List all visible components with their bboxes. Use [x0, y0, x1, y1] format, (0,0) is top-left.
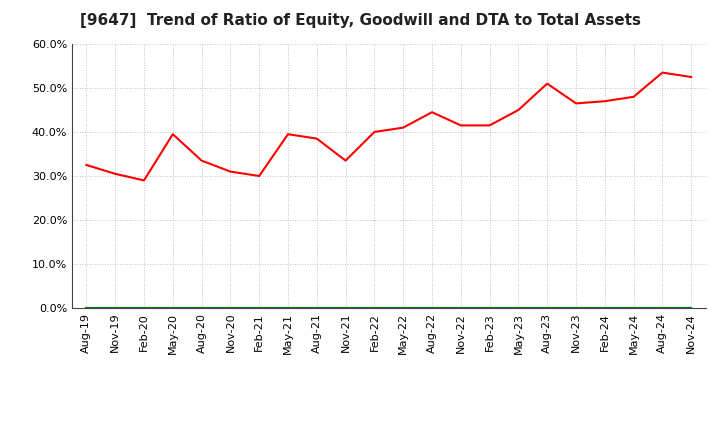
Equity — [226, 169, 235, 174]
Deferred Tax Assets — [687, 305, 696, 311]
Equity — [514, 107, 523, 113]
Equity — [485, 123, 494, 128]
Goodwill — [82, 305, 91, 311]
Equity — [255, 173, 264, 179]
Deferred Tax Assets — [370, 305, 379, 311]
Deferred Tax Assets — [341, 305, 350, 311]
Goodwill — [514, 305, 523, 311]
Deferred Tax Assets — [312, 305, 321, 311]
Goodwill — [543, 305, 552, 311]
Goodwill — [658, 305, 667, 311]
Goodwill — [312, 305, 321, 311]
Deferred Tax Assets — [658, 305, 667, 311]
Equity — [312, 136, 321, 141]
Deferred Tax Assets — [485, 305, 494, 311]
Goodwill — [168, 305, 177, 311]
Goodwill — [284, 305, 292, 311]
Equity — [600, 99, 609, 104]
Deferred Tax Assets — [284, 305, 292, 311]
Equity — [399, 125, 408, 130]
Goodwill — [456, 305, 465, 311]
Deferred Tax Assets — [543, 305, 552, 311]
Equity — [543, 81, 552, 86]
Goodwill — [197, 305, 206, 311]
Equity — [370, 129, 379, 135]
Deferred Tax Assets — [514, 305, 523, 311]
Deferred Tax Assets — [572, 305, 580, 311]
Deferred Tax Assets — [399, 305, 408, 311]
Deferred Tax Assets — [197, 305, 206, 311]
Equity — [687, 74, 696, 80]
Goodwill — [341, 305, 350, 311]
Deferred Tax Assets — [600, 305, 609, 311]
Deferred Tax Assets — [168, 305, 177, 311]
Deferred Tax Assets — [255, 305, 264, 311]
Goodwill — [399, 305, 408, 311]
Equity — [658, 70, 667, 75]
Equity — [428, 110, 436, 115]
Deferred Tax Assets — [140, 305, 148, 311]
Text: [9647]  Trend of Ratio of Equity, Goodwill and DTA to Total Assets: [9647] Trend of Ratio of Equity, Goodwil… — [79, 13, 641, 28]
Equity — [197, 158, 206, 163]
Equity — [111, 171, 120, 176]
Goodwill — [687, 305, 696, 311]
Deferred Tax Assets — [629, 305, 638, 311]
Equity — [629, 94, 638, 99]
Goodwill — [140, 305, 148, 311]
Equity — [341, 158, 350, 163]
Deferred Tax Assets — [428, 305, 436, 311]
Equity — [168, 132, 177, 137]
Line: Equity: Equity — [86, 73, 691, 180]
Goodwill — [428, 305, 436, 311]
Goodwill — [600, 305, 609, 311]
Equity — [572, 101, 580, 106]
Goodwill — [226, 305, 235, 311]
Deferred Tax Assets — [111, 305, 120, 311]
Deferred Tax Assets — [456, 305, 465, 311]
Equity — [82, 162, 91, 168]
Equity — [140, 178, 148, 183]
Goodwill — [255, 305, 264, 311]
Equity — [284, 132, 292, 137]
Deferred Tax Assets — [82, 305, 91, 311]
Goodwill — [485, 305, 494, 311]
Equity — [456, 123, 465, 128]
Goodwill — [111, 305, 120, 311]
Goodwill — [572, 305, 580, 311]
Goodwill — [629, 305, 638, 311]
Deferred Tax Assets — [226, 305, 235, 311]
Goodwill — [370, 305, 379, 311]
